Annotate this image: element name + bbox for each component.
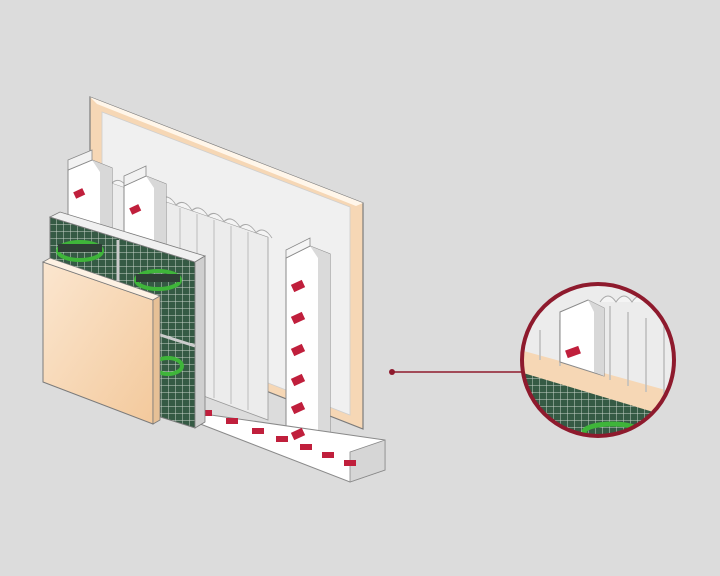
brand-logo-b [134,269,182,291]
track-markings [200,410,356,466]
brand-logo-a [56,240,104,262]
detail-magnifier [520,282,676,438]
callout-leader [389,369,522,375]
stud-markings [73,188,306,441]
front-board [42,257,161,425]
stud-right [285,237,331,451]
